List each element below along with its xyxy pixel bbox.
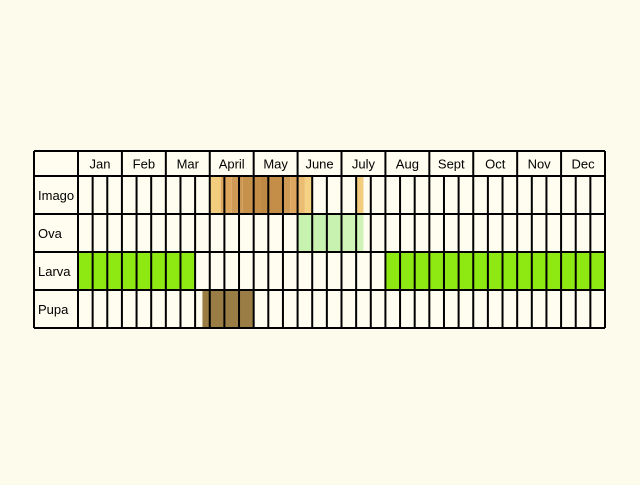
stage-cell-imago-0: [209, 176, 221, 214]
month-label-feb: Feb: [133, 157, 155, 172]
stage-cell-imago-9: [297, 176, 305, 214]
stage-cell-ova-0: [297, 214, 342, 252]
stage-cell-imago-1: [220, 176, 232, 214]
stage-cell-imago-3: [242, 176, 254, 214]
stage-label-pupa: Pupa: [38, 302, 69, 317]
stage-label-imago: Imago: [38, 188, 74, 203]
month-label-may: May: [263, 157, 288, 172]
stage-cell-imago-5: [260, 176, 269, 214]
stage-cell-imago-2: [231, 176, 243, 214]
stage-label-larva: Larva: [38, 264, 71, 279]
stage-cell-ova-1: [341, 214, 364, 252]
stage-cell-larva-1: [385, 252, 605, 290]
month-label-april: April: [219, 157, 245, 172]
stage-cell-imago-6: [268, 176, 283, 214]
stage-cell-imago-11: [356, 176, 364, 214]
month-label-june: June: [305, 157, 333, 172]
month-label-sept: Sept: [438, 157, 465, 172]
month-label-dec: Dec: [571, 157, 595, 172]
stage-cell-imago-10: [304, 176, 313, 214]
stage-cell-imago-7: [282, 176, 291, 214]
stage-label-ova: Ova: [38, 226, 63, 241]
stage-cell-pupa-0: [202, 290, 254, 328]
month-label-oct: Oct: [485, 157, 506, 172]
stage-cell-imago-8: [290, 176, 298, 214]
month-label-aug: Aug: [396, 157, 419, 172]
month-label-nov: Nov: [528, 157, 552, 172]
month-label-july: July: [352, 157, 376, 172]
stage-cell-imago-4: [253, 176, 261, 214]
month-label-mar: Mar: [177, 157, 200, 172]
month-label-jan: Jan: [89, 157, 110, 172]
